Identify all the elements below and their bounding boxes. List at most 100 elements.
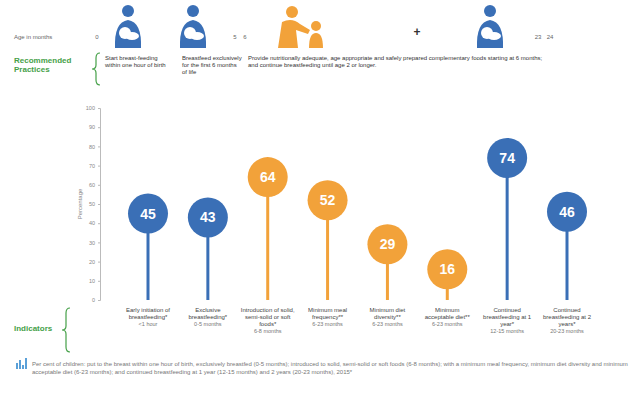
icon-head xyxy=(286,6,298,18)
category-range: 6-23 months xyxy=(372,321,403,327)
footnote: Per cent of children: put to the breast … xyxy=(32,361,628,375)
data-label: 16 xyxy=(439,261,455,277)
y-tick-mark xyxy=(98,108,100,109)
lollipops xyxy=(128,138,587,300)
text-line: Practices xyxy=(14,65,50,74)
y-tick-label: 20 xyxy=(89,259,95,265)
icon-mother-baby xyxy=(115,5,141,48)
text-line: for the first 6 months xyxy=(182,62,237,68)
data-label: 29 xyxy=(380,236,396,252)
icon-feeding xyxy=(278,6,323,48)
text-line: semi-solid or soft xyxy=(245,314,291,320)
text-line: year* xyxy=(500,321,515,327)
category-range: <1 hour xyxy=(139,321,158,327)
text-line: Continued xyxy=(493,307,520,313)
icon-head xyxy=(187,5,199,17)
icon-mother-baby xyxy=(477,5,503,48)
text-line: Minimum diet xyxy=(370,307,406,313)
category-label: Minimum dietdiversity** xyxy=(370,307,406,320)
lollipop-head xyxy=(188,197,228,237)
text-line: Early initiation of xyxy=(126,307,170,313)
timeline-tick-label: 24 xyxy=(547,34,554,40)
text-line: Provide nutritionally adequate, age appr… xyxy=(248,55,543,61)
category-label: Minimumacceptable diet** xyxy=(425,307,471,320)
practices-label: RecommendedPractices xyxy=(14,56,71,74)
text-line: Breastfeed exclusively xyxy=(182,55,242,61)
practice-text: Provide nutritionally adequate, age appr… xyxy=(248,55,543,68)
category-range: 6-8 months xyxy=(254,328,282,334)
y-tick-label: 80 xyxy=(89,144,95,150)
category-label: Minimum mealfrequency** xyxy=(308,307,347,320)
icon-body xyxy=(115,20,141,48)
timeline-tick-label: 23 xyxy=(535,34,542,40)
y-tick-mark xyxy=(98,185,100,186)
y-tick-label: 0 xyxy=(92,297,95,303)
y-tick-mark xyxy=(98,146,100,147)
icon-baby-body xyxy=(190,32,204,40)
text-line: frequency** xyxy=(312,314,344,320)
text-line: Per cent of children: put to the breast … xyxy=(32,361,628,367)
lollipop-head xyxy=(427,249,467,289)
text-line: acceptable diet** xyxy=(425,314,471,320)
data-labels: 4543645229167446 xyxy=(140,150,575,277)
timeline-ticks: 0562324 xyxy=(95,34,554,40)
practice-text: Breastfeed exclusivelyfor the first 6 mo… xyxy=(182,55,242,75)
category-label: Continuedbreastfeeding at 2years* xyxy=(543,307,592,327)
timeline-label: Age in months xyxy=(14,34,52,40)
y-tick-label: 100 xyxy=(86,105,95,111)
footnote-icon-bar xyxy=(22,365,24,369)
footnote-icon-bar xyxy=(25,358,27,369)
y-axis-title: Percentage xyxy=(77,188,83,219)
indicators-label: Indicators xyxy=(14,324,53,333)
y-tick-label: 10 xyxy=(89,278,95,284)
icon-child-body xyxy=(309,33,323,48)
y-tick-label: 30 xyxy=(89,240,95,246)
y-tick: 90 xyxy=(89,124,100,130)
category-range: 12-15 months xyxy=(490,328,524,334)
icon-baby-body xyxy=(125,32,139,40)
y-tick-label: 40 xyxy=(89,220,95,226)
y-tick-mark xyxy=(98,204,100,205)
y-tick: 70 xyxy=(89,163,100,169)
lollipop-head xyxy=(248,157,288,197)
y-tick: 0 xyxy=(92,297,100,303)
text-line: within one hour of birth xyxy=(104,62,166,68)
text-line: acceptable diet (6-23 months); and conti… xyxy=(32,369,353,375)
y-tick: 20 xyxy=(89,259,100,265)
y-tick-label: 50 xyxy=(89,201,95,207)
icon-head xyxy=(122,5,134,17)
y-tick-label: 90 xyxy=(89,124,95,130)
lollipop-head xyxy=(487,138,527,178)
y-tick-mark xyxy=(98,127,100,128)
data-label: 52 xyxy=(320,192,336,208)
text-line: of life xyxy=(182,69,197,75)
lollipop-stem xyxy=(506,158,509,300)
category-labels: Early initiation ofbreastfeeding*<1 hour… xyxy=(126,307,592,334)
indicators-brace xyxy=(62,308,70,352)
timeline-tick-label: 0 xyxy=(95,34,99,40)
text-line: breastfeeding* xyxy=(189,314,228,320)
category-label: Introduction of solid,semi-solid or soft… xyxy=(241,307,295,327)
data-label: 46 xyxy=(559,204,575,220)
y-tick-mark xyxy=(98,262,100,263)
text-line: years* xyxy=(558,321,576,327)
y-tick-mark xyxy=(98,300,100,301)
category-range: 0-5 months xyxy=(194,321,222,327)
lollipop-head xyxy=(308,180,348,220)
y-tick: 30 xyxy=(89,240,100,246)
icon-body xyxy=(278,20,310,48)
y-tick: 100 xyxy=(86,105,100,111)
text-line: Continued xyxy=(553,307,580,313)
footnote-icon-bar xyxy=(16,363,18,369)
data-label: 74 xyxy=(499,150,515,166)
lollipop-head xyxy=(367,224,407,264)
data-label: 43 xyxy=(200,209,216,225)
y-tick: 40 xyxy=(89,220,100,226)
y-tick-label: 60 xyxy=(89,182,95,188)
practice-text: Start breast-feedingwithin one hour of b… xyxy=(104,55,166,68)
category-label: Early initiation ofbreastfeeding* xyxy=(126,307,170,320)
lollipop-head xyxy=(128,194,168,234)
data-label: 64 xyxy=(260,169,276,185)
footnote-icon-bar xyxy=(19,360,21,369)
y-tick-mark xyxy=(98,281,100,282)
